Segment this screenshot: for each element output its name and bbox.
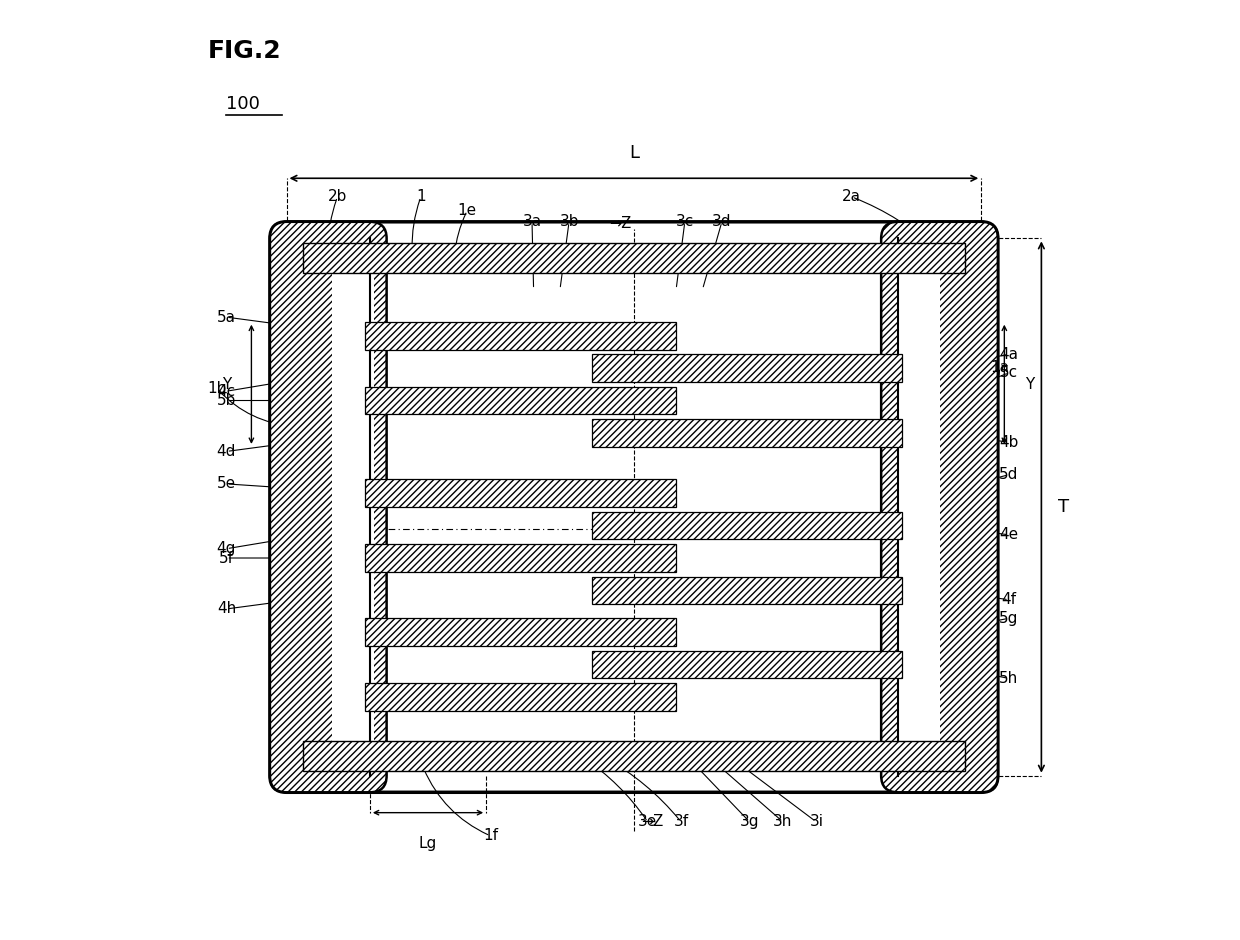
Text: →Z: →Z <box>641 814 663 829</box>
Text: 3h: 3h <box>774 814 792 829</box>
Text: →Z: →Z <box>609 216 631 231</box>
Text: 4e: 4e <box>999 527 1018 542</box>
Text: 3b: 3b <box>559 214 579 229</box>
Text: 4a: 4a <box>999 347 1018 362</box>
Bar <box>366 544 676 572</box>
Bar <box>366 683 676 711</box>
Text: 3d: 3d <box>712 214 732 229</box>
Bar <box>366 479 676 507</box>
Text: 3i: 3i <box>810 814 823 829</box>
Bar <box>366 386 676 415</box>
Bar <box>591 354 903 382</box>
Text: 5g: 5g <box>999 611 1018 626</box>
Text: T: T <box>1058 498 1069 516</box>
Text: 1e: 1e <box>458 203 476 218</box>
Bar <box>591 419 903 446</box>
Text: 5d: 5d <box>999 467 1018 482</box>
Bar <box>591 511 903 540</box>
Text: 1b: 1b <box>207 382 227 397</box>
FancyBboxPatch shape <box>270 222 387 792</box>
Text: 3f: 3f <box>673 814 688 829</box>
Text: 4f: 4f <box>1002 592 1017 607</box>
FancyBboxPatch shape <box>270 222 998 792</box>
Text: 1f: 1f <box>482 828 497 843</box>
Bar <box>366 619 676 646</box>
Text: 4b: 4b <box>999 434 1018 449</box>
Text: 3c: 3c <box>676 214 694 229</box>
Text: 4g: 4g <box>217 541 236 556</box>
Bar <box>304 243 965 273</box>
Bar <box>898 248 940 766</box>
Bar <box>591 650 903 679</box>
Text: 5b: 5b <box>217 393 236 408</box>
Text: 4d: 4d <box>217 444 236 459</box>
Text: 3e: 3e <box>639 814 657 829</box>
Text: 2a: 2a <box>842 189 861 204</box>
FancyBboxPatch shape <box>882 222 998 792</box>
Text: 5f: 5f <box>219 551 234 566</box>
Text: 4c: 4c <box>217 384 236 399</box>
Bar <box>304 742 965 771</box>
Text: FIG.2: FIG.2 <box>208 39 281 63</box>
Bar <box>332 248 374 766</box>
Text: 1a: 1a <box>991 360 1009 375</box>
Text: 3g: 3g <box>740 814 759 829</box>
Text: 5e: 5e <box>217 477 236 492</box>
Text: Lg: Lg <box>419 836 438 851</box>
Text: 4h: 4h <box>217 602 236 617</box>
Text: Y: Y <box>222 377 231 392</box>
Text: 100: 100 <box>227 95 260 113</box>
Text: 5h: 5h <box>999 671 1018 686</box>
Text: 5a: 5a <box>217 309 236 324</box>
Text: 1: 1 <box>417 189 425 204</box>
Text: L: L <box>629 144 639 162</box>
Bar <box>366 321 676 350</box>
Text: 3a: 3a <box>522 214 542 229</box>
Text: Y: Y <box>1024 377 1034 392</box>
Text: 2b: 2b <box>327 189 347 204</box>
Text: 5c: 5c <box>999 366 1018 380</box>
Bar <box>591 576 903 604</box>
